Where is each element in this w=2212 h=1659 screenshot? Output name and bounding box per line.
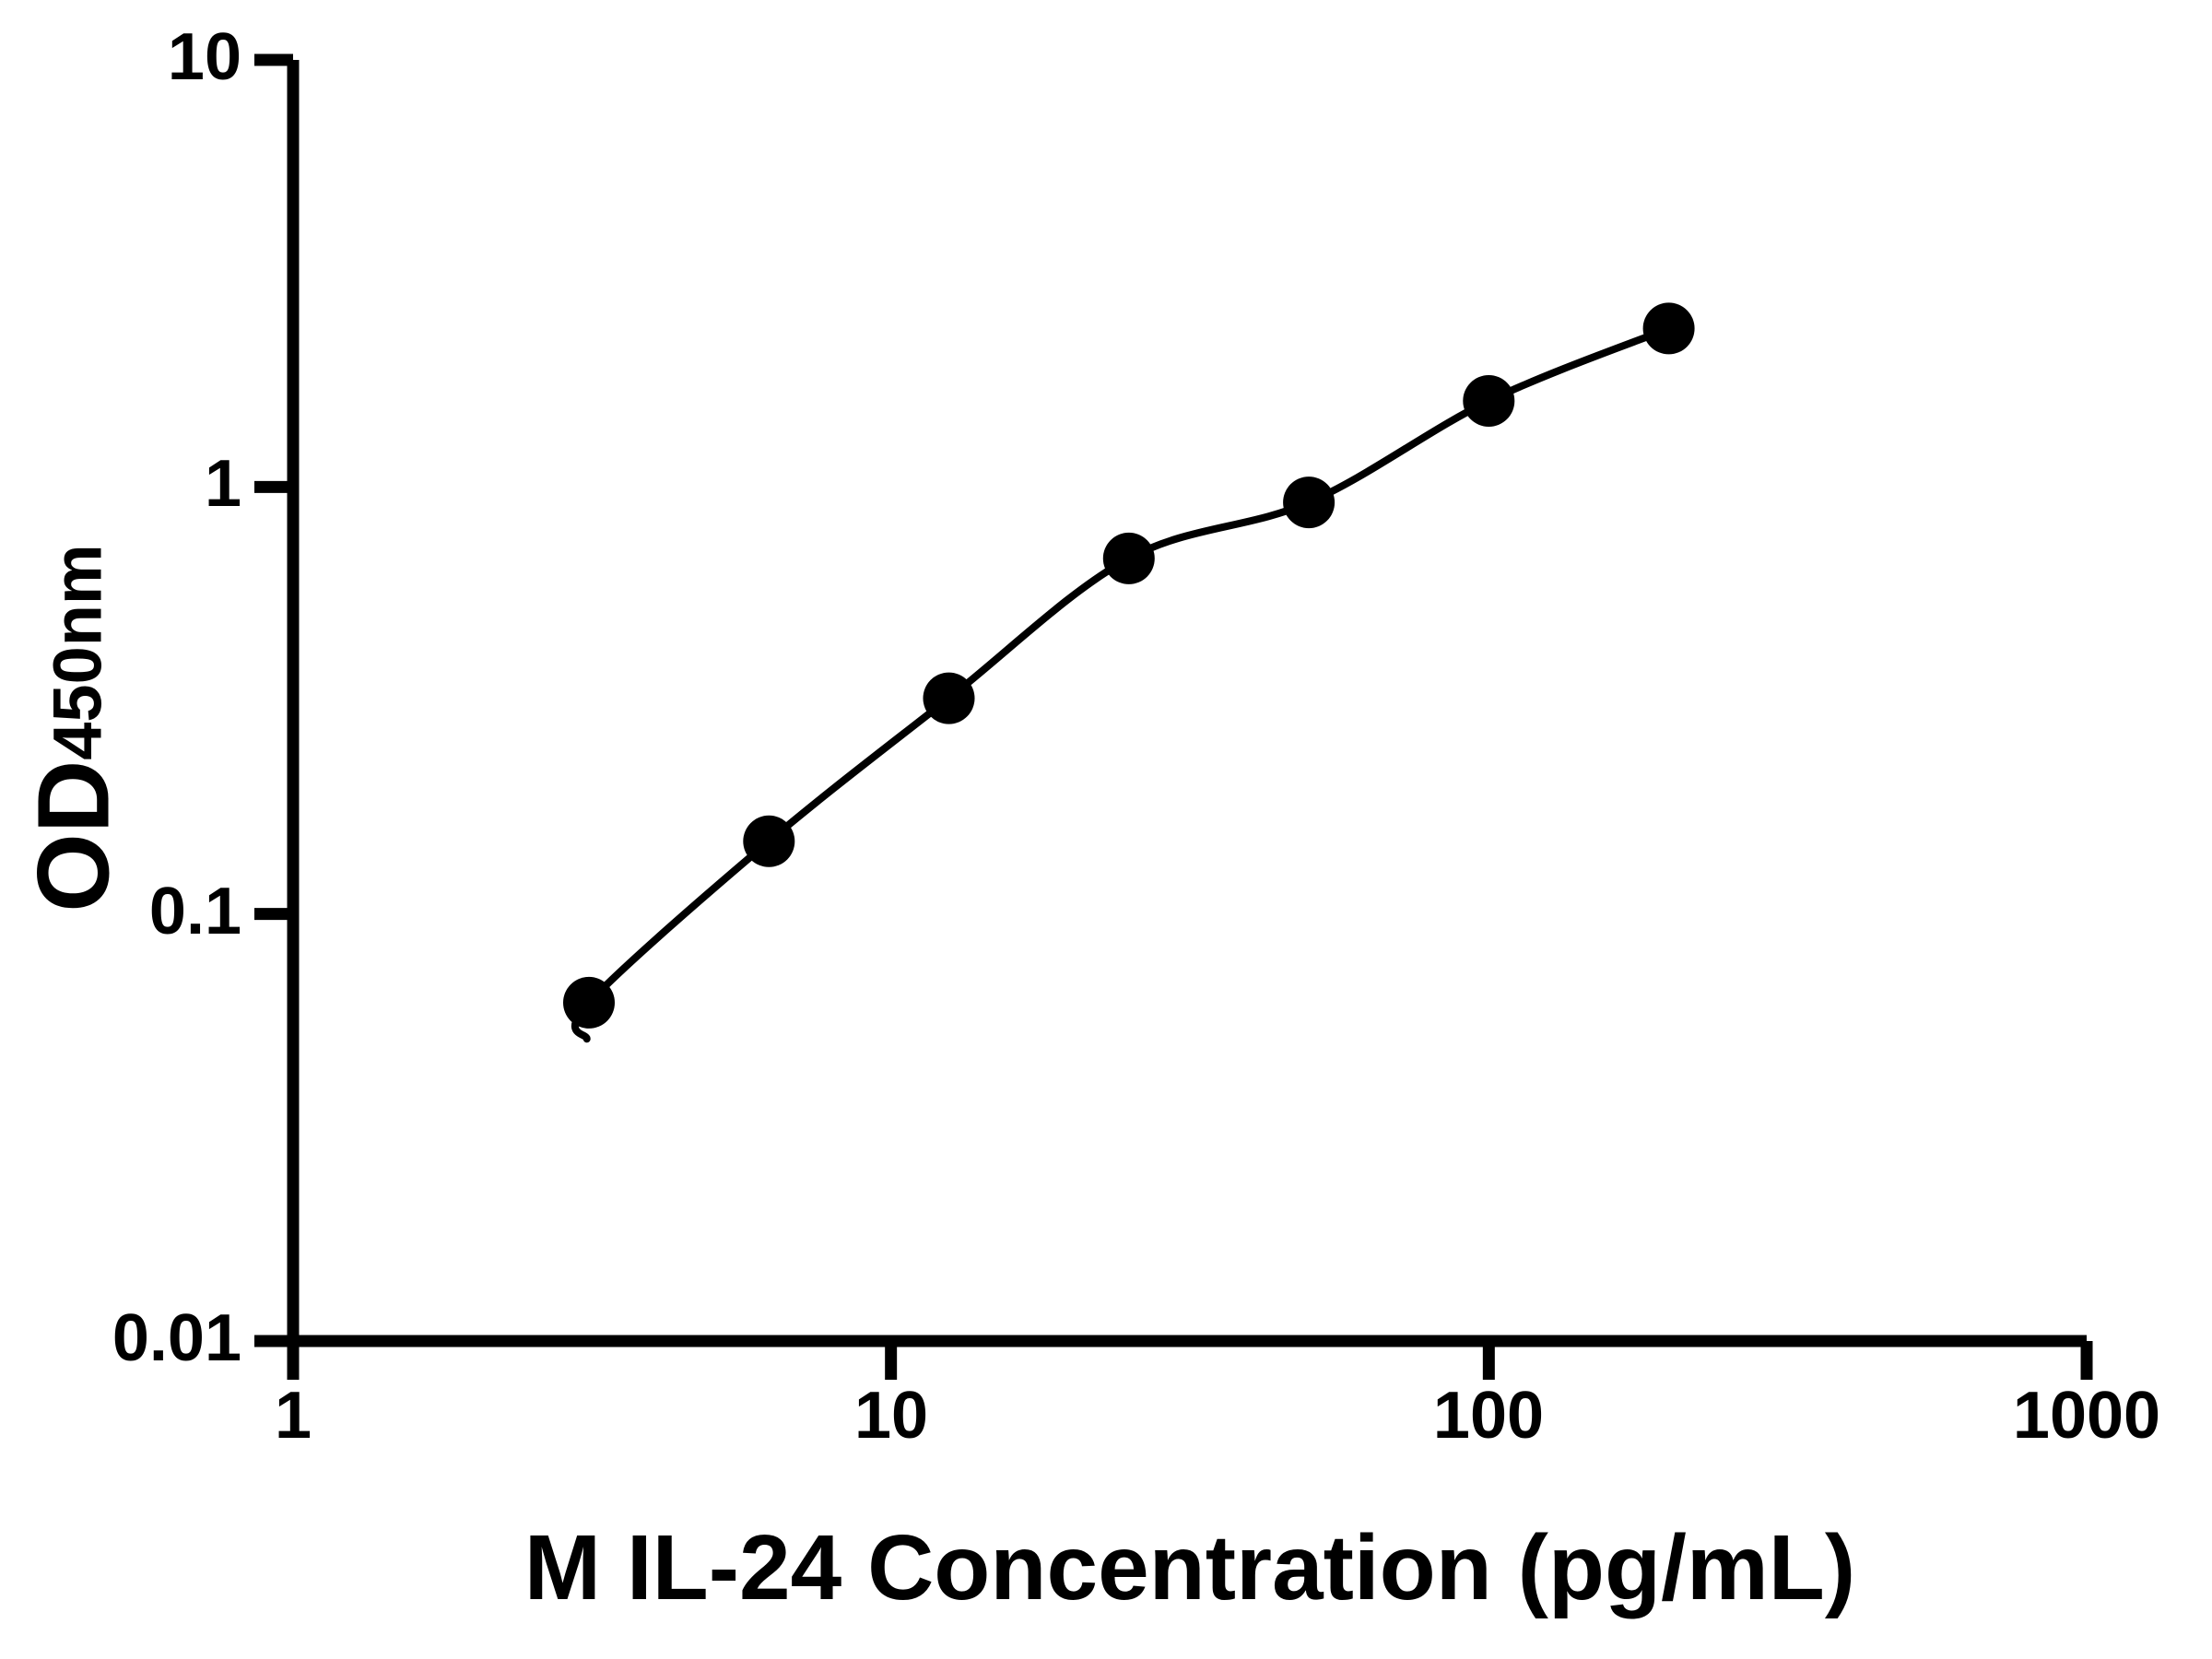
y-axis-title: OD450nm (16, 544, 133, 912)
x-tick-label: 100 (1432, 1379, 1545, 1453)
x-tick-label: 1 (274, 1379, 312, 1453)
fit-curve (571, 324, 1673, 1043)
data-point (1283, 477, 1335, 529)
y-axis-title-subscript: 450nm (39, 544, 116, 760)
axes-spine (287, 60, 2088, 1347)
x-axis-title: M IL-24 Concentration (pg/mL) (524, 1516, 1856, 1619)
y-tick-label: 0.01 (112, 1301, 241, 1375)
x-tick-label: 10 (853, 1379, 929, 1453)
y-tick-label: 1 (204, 447, 241, 521)
data-point (743, 815, 795, 867)
data-point (1463, 375, 1515, 427)
data-point (1642, 302, 1695, 355)
y-tick-label: 0.1 (148, 875, 241, 948)
y-tick-label: 10 (167, 20, 241, 94)
y-axis-title-main: OD (17, 759, 131, 912)
data-point (923, 672, 975, 724)
x-tick-label: 1000 (2012, 1379, 2161, 1453)
data-point (563, 976, 615, 1029)
data-point (1102, 532, 1155, 584)
